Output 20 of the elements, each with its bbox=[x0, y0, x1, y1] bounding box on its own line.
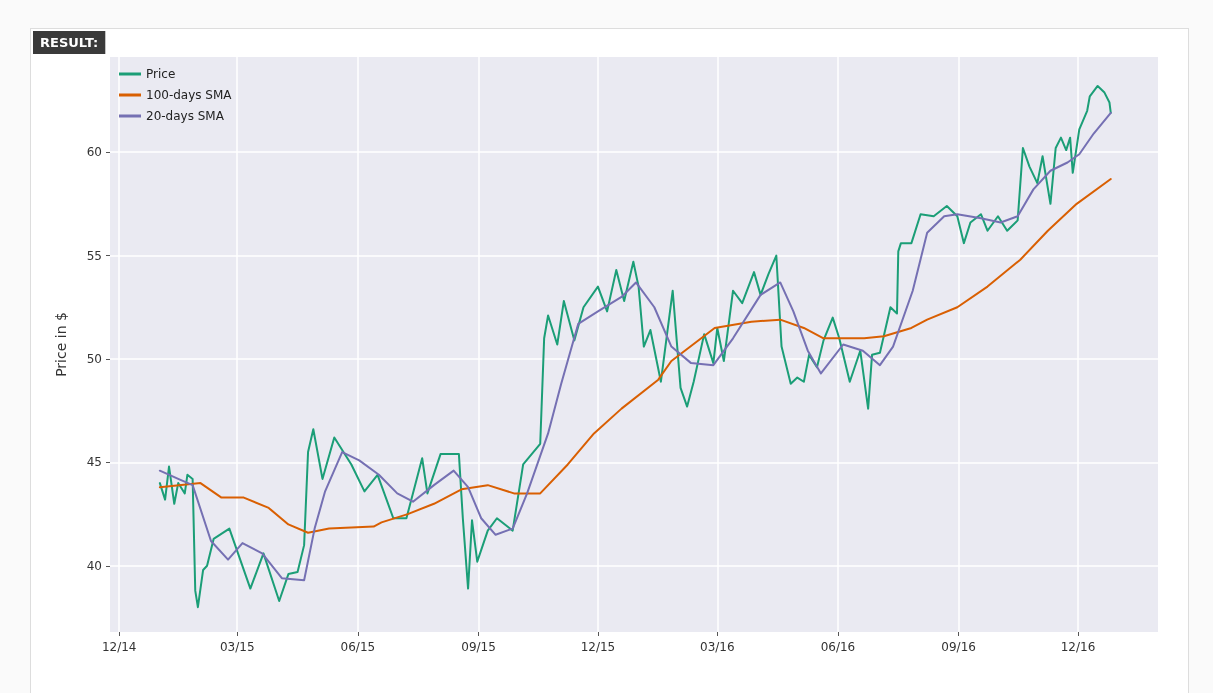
x-tick-label: 03/16 bbox=[699, 640, 735, 654]
x-tick-label: 12/14 bbox=[101, 640, 137, 654]
y-axis-title: Price in $ bbox=[53, 312, 69, 377]
text: RESULT: bbox=[40, 35, 99, 50]
x-tick-label: 12/15 bbox=[580, 640, 616, 654]
y-tick-label: 40 bbox=[86, 558, 102, 573]
y-tick-label: 60 bbox=[86, 145, 102, 160]
legend-label: 20-days SMA bbox=[146, 109, 225, 123]
x-tick-label: 09/16 bbox=[941, 640, 976, 654]
y-tick-label: 50 bbox=[86, 351, 102, 366]
x-tick-label: 03/15 bbox=[219, 640, 255, 654]
legend-label: 100-days SMA bbox=[146, 88, 233, 102]
x-tick-label: 06/15 bbox=[340, 640, 376, 654]
x-tick-label: 09/15 bbox=[461, 640, 496, 654]
line-series bbox=[158, 178, 1112, 534]
legend-label: Price bbox=[146, 67, 176, 81]
x-tick-label: 12/16 bbox=[1060, 640, 1096, 654]
y-tick-label: 55 bbox=[86, 248, 102, 263]
x-tick-label: 06/16 bbox=[820, 640, 856, 654]
y-tick-label: 45 bbox=[86, 455, 102, 470]
